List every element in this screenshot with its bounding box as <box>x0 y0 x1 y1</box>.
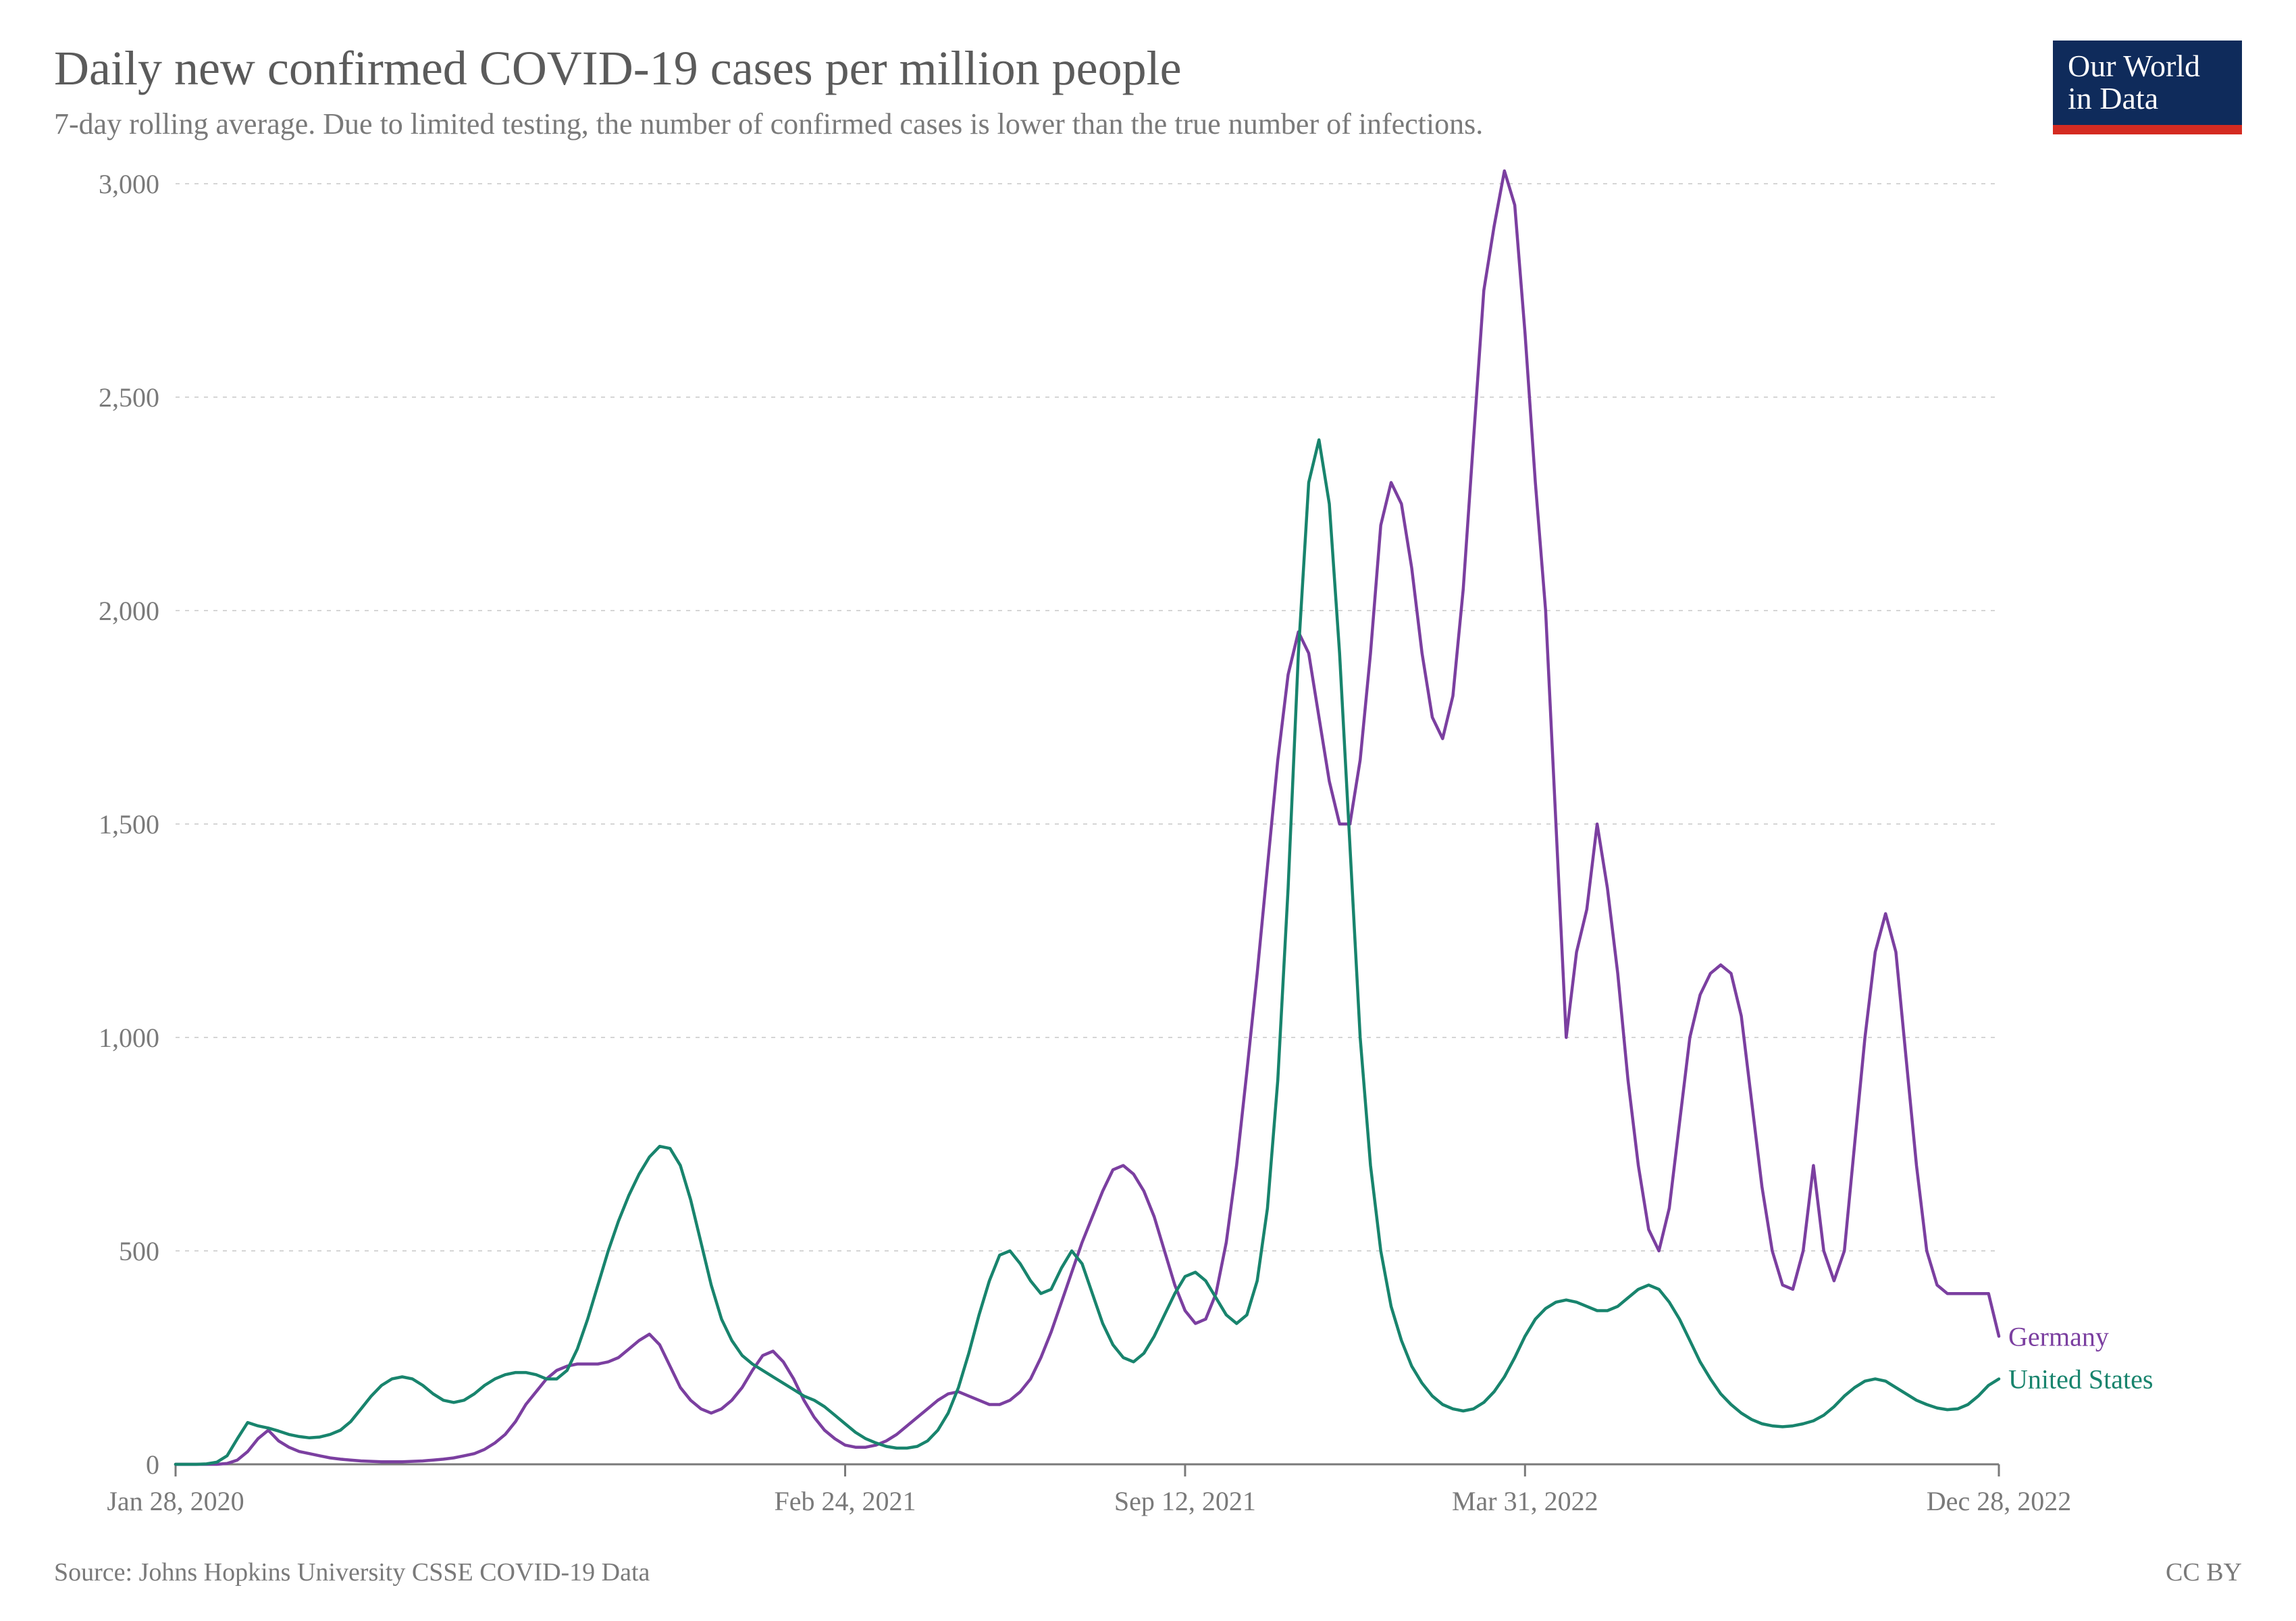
owid-logo-line2: in Data <box>2068 81 2158 115</box>
owid-logo-text: Our World in Data <box>2053 41 2242 125</box>
chart-title: Daily new confirmed COVID-19 cases per m… <box>54 41 1483 97</box>
x-tick-label: Sep 12, 2021 <box>1114 1486 1256 1516</box>
y-tick-label: 1,500 <box>99 809 159 840</box>
series-line-germany <box>176 171 1999 1464</box>
owid-logo-line1: Our World <box>2068 49 2200 83</box>
series-label-united-states: United States <box>2008 1364 2153 1395</box>
owid-logo: Our World in Data <box>2053 41 2242 134</box>
y-tick-label: 500 <box>119 1236 159 1266</box>
x-tick-label: Jan 28, 2020 <box>107 1486 244 1516</box>
owid-logo-underline <box>2053 125 2242 134</box>
y-tick-label: 2,500 <box>99 382 159 413</box>
y-tick-label: 2,000 <box>99 596 159 626</box>
line-chart-svg: 0 500 1,000 1,500 2,000 2,500 3,000 Jan 28, 202… <box>54 163 2242 1539</box>
chart-subtitle: 7-day rolling average. Due to limited te… <box>54 105 1483 143</box>
series-label-germany: Germany <box>2008 1321 2109 1352</box>
x-tick-label: Dec 28, 2022 <box>1927 1486 2071 1516</box>
x-tick-label: Feb 24, 2021 <box>775 1486 916 1516</box>
y-tick-label: 3,000 <box>99 169 159 199</box>
x-tick-label: Mar 31, 2022 <box>1452 1486 1598 1516</box>
chart-plot-area: 0 500 1,000 1,500 2,000 2,500 3,000 Jan 28, 202… <box>54 163 2242 1539</box>
chart-footer: Source: Johns Hopkins University CSSE CO… <box>54 1558 2242 1587</box>
chart-header: Daily new confirmed COVID-19 cases per m… <box>54 41 2242 143</box>
y-tick-label: 1,000 <box>99 1023 159 1053</box>
source-text: Source: Johns Hopkins University CSSE CO… <box>54 1558 650 1587</box>
series-line-united-states <box>176 440 1999 1464</box>
y-tick-label: 0 <box>146 1449 159 1480</box>
license-text: CC BY <box>2166 1558 2242 1587</box>
